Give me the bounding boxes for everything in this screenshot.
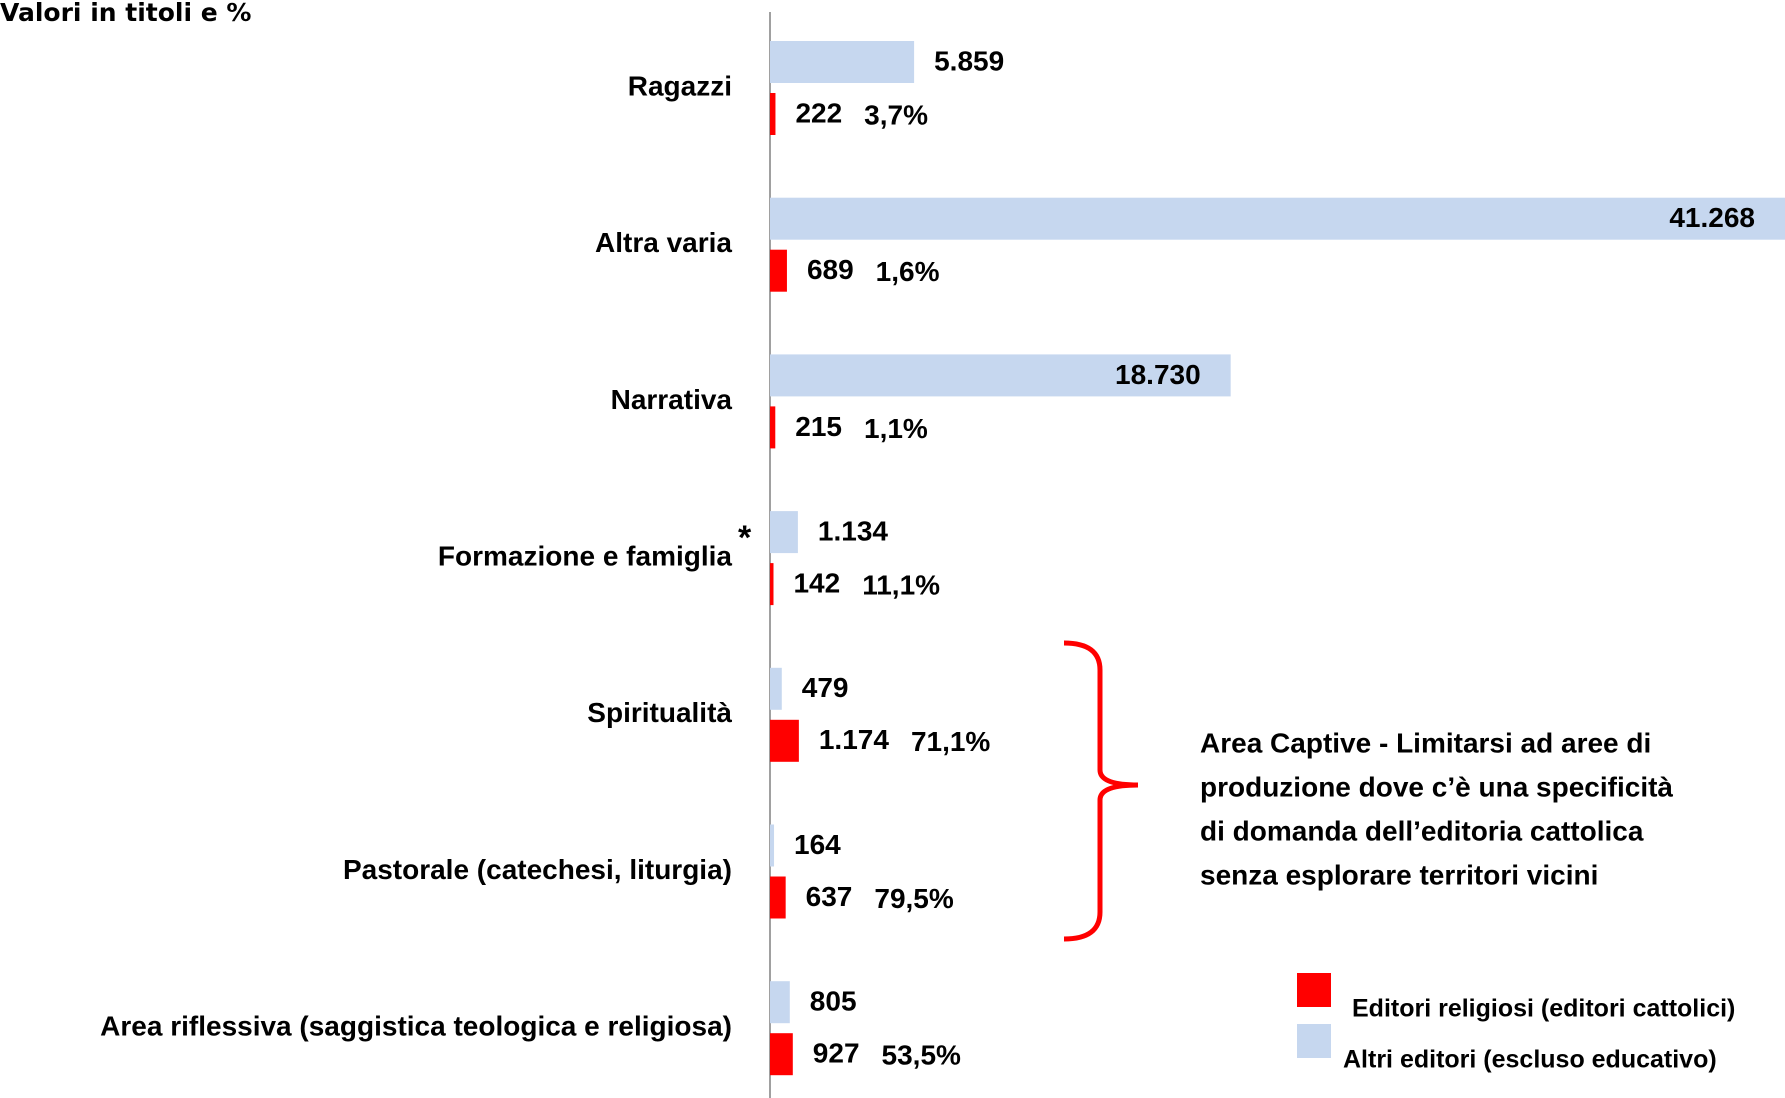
bar — [770, 93, 776, 135]
value-label: 222 — [795, 97, 842, 128]
asterisk: * — [738, 519, 752, 557]
bar — [770, 41, 915, 83]
value-label: 637 — [806, 881, 853, 912]
value-label: 1.134 — [818, 515, 888, 546]
value-label: 41.268 — [1669, 202, 1755, 233]
value-label: 805 — [810, 986, 857, 1017]
legend-label: Altri editori (escluso educativo) — [1343, 1046, 1717, 1074]
bar — [770, 824, 775, 867]
bar — [770, 197, 1785, 240]
chart-title: Valori in titoli e % — [0, 0, 251, 27]
bar — [770, 406, 776, 449]
brace — [1063, 640, 1139, 942]
share-label: 1,6% — [876, 256, 940, 287]
share-label: 3,7% — [864, 99, 928, 130]
category-label: Spiritualità — [587, 697, 732, 728]
category-label: Pastorale (catechesi, liturgia) — [343, 854, 732, 885]
annotation: Area Captive - Limitarsi ad aree di — [1200, 727, 1651, 758]
value-label: 164 — [794, 829, 841, 860]
share-label: 53,5% — [882, 1040, 961, 1071]
annotation: di domanda dell’editoria cattolica — [1200, 815, 1644, 846]
share-label: 11,1% — [862, 569, 940, 600]
legend-swatch — [1297, 973, 1331, 1007]
value-label: 479 — [802, 672, 849, 703]
value-label: 1.174 — [819, 724, 889, 755]
bar — [770, 981, 790, 1024]
bar — [770, 511, 798, 554]
annotation: senza esplorare territori vicini — [1200, 859, 1598, 890]
bar — [770, 249, 787, 292]
share-label: 71,1% — [911, 726, 990, 757]
bar — [770, 1033, 793, 1076]
bar — [770, 563, 774, 606]
bar — [770, 354, 1231, 397]
bar — [770, 876, 786, 919]
share-label: 79,5% — [874, 883, 953, 914]
bar — [770, 667, 782, 710]
share-label: 1,1% — [864, 413, 928, 444]
value-label: 5.859 — [934, 45, 1004, 76]
value-label: 215 — [795, 411, 842, 442]
category-label: Narrativa — [611, 384, 733, 415]
category-label: Ragazzi — [628, 70, 732, 101]
value-label: 927 — [813, 1038, 860, 1069]
category-label: Altra varia — [595, 227, 732, 258]
value-label: 142 — [793, 567, 840, 598]
bar — [770, 719, 799, 762]
category-label: Area riflessiva (saggistica teologica e … — [100, 1011, 732, 1042]
annotation: produzione dove c’è una specificità — [1200, 771, 1673, 802]
legend-label: Editori religiosi (editori cattolici) — [1352, 995, 1735, 1023]
value-label: 689 — [807, 254, 854, 285]
category-label: Formazione e famiglia — [438, 540, 732, 571]
value-label: 18.730 — [1115, 359, 1201, 390]
legend-swatch — [1297, 1024, 1331, 1058]
